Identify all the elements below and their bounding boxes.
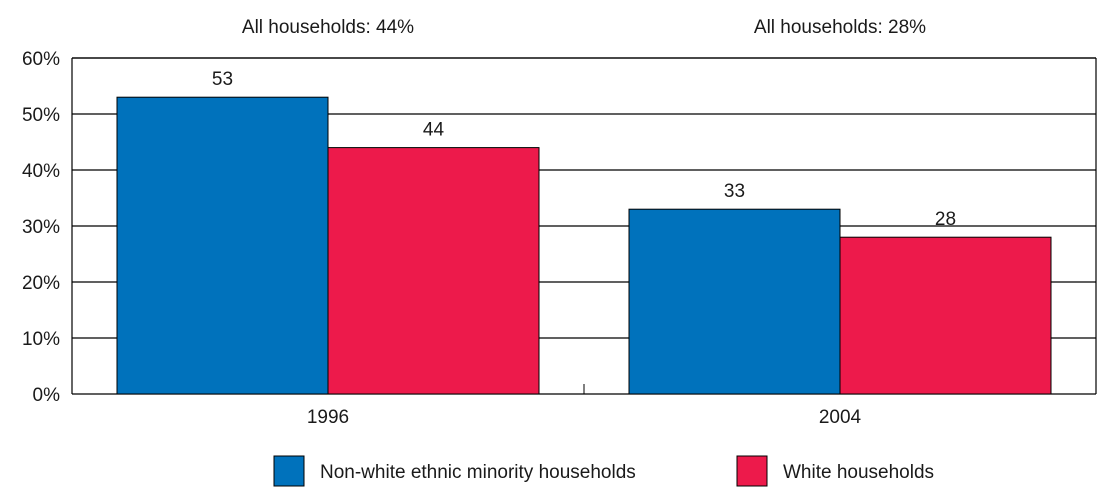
legend-label: White households [783,462,934,483]
legend-swatch [273,455,305,487]
data-label: 28 [935,209,956,230]
y-tick-label: 50% [22,105,60,126]
category-note: All households: 44% [242,17,414,38]
category-note: All households: 28% [754,17,926,38]
bar [839,236,1052,395]
data-label: 33 [724,181,745,202]
data-label: 44 [423,120,445,141]
data-label: 53 [212,69,233,90]
legend: Non-white ethnic minority households Whit… [273,455,934,487]
bar [116,96,329,395]
bar [628,208,841,395]
x-tick-label: 1996 [307,407,349,428]
legend-swatch [736,455,768,487]
bars [116,96,1052,395]
y-tick-label: 20% [22,273,60,294]
y-tick-label: 10% [22,329,60,350]
category-notes: All households: 44% All households: 28% [242,17,926,38]
y-tick-label: 40% [22,161,60,182]
y-tick-label: 60% [22,49,60,70]
x-tick-label: 2004 [819,407,862,428]
y-tick-label: 30% [22,217,60,238]
bar [327,147,540,395]
x-axis-ticks: 1996 2004 [307,407,862,428]
y-tick-label: 0% [33,385,61,406]
legend-label: Non-white ethnic minority households [320,462,636,483]
data-labels: 53 44 33 28 [212,69,956,230]
y-axis-ticks: 0% 10% 20% 30% 40% 50% 60% [22,49,60,406]
